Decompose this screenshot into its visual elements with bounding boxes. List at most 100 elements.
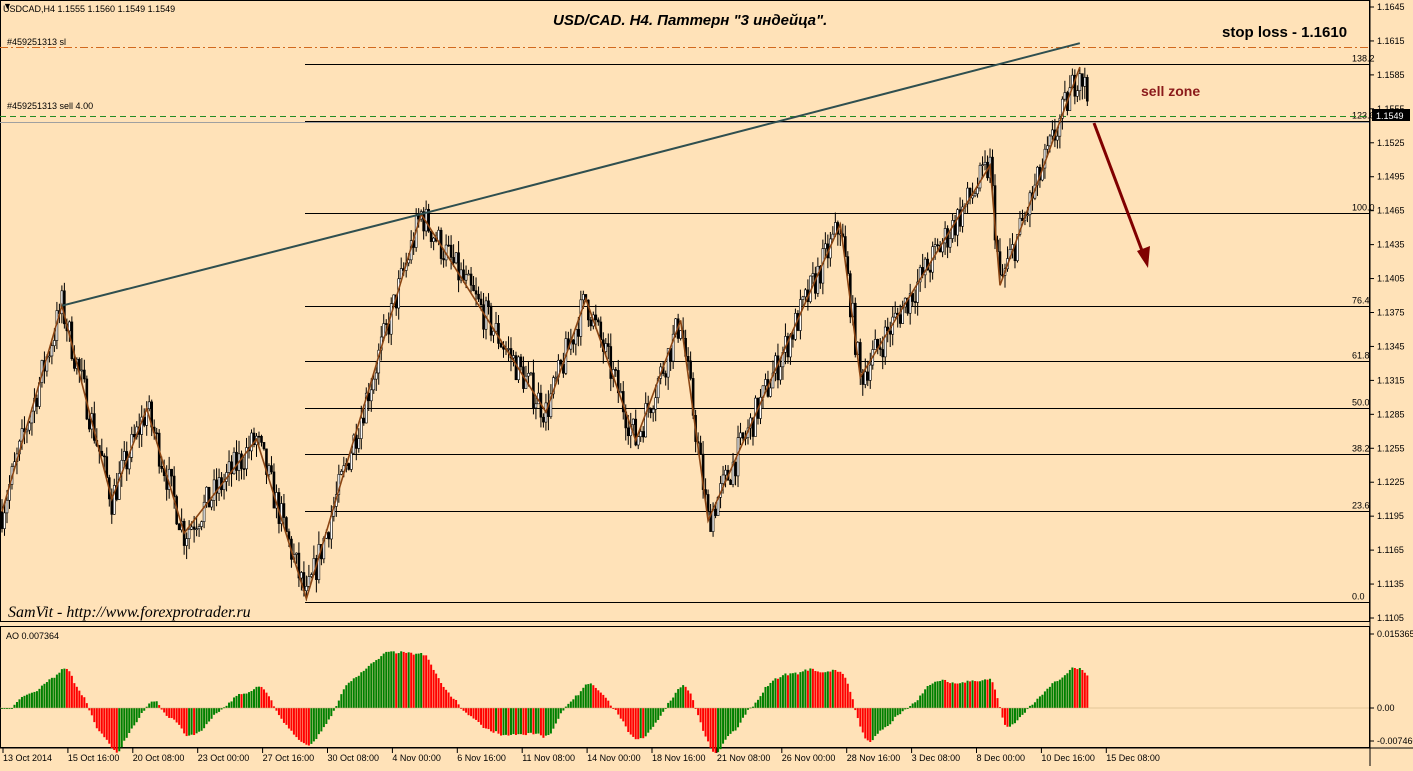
ao-bar: [856, 708, 859, 719]
ao-bar: [502, 708, 505, 736]
candle-body: [429, 230, 433, 242]
ao-bar: [400, 651, 403, 708]
ao-bar: [954, 683, 957, 708]
candle-body: [769, 387, 772, 397]
ao-bar: [332, 708, 335, 711]
time-tick-label: 28 Nov 16:00: [847, 753, 901, 763]
ao-bar: [8, 708, 11, 709]
ao-bar: [539, 708, 542, 736]
ao-bar: [233, 697, 236, 708]
ao-bar: [559, 708, 562, 714]
ao-bar: [821, 672, 824, 708]
ao-bar: [659, 708, 662, 716]
ao-bar: [607, 700, 610, 708]
ao-bar: [991, 682, 994, 708]
ao-bar: [1038, 696, 1041, 708]
ao-bar: [415, 653, 418, 708]
candle-body: [671, 333, 675, 362]
ao-bar: [619, 708, 622, 719]
ao-bar: [340, 694, 343, 708]
ao-bar: [38, 688, 41, 708]
ao-bar: [672, 697, 675, 708]
ao-bar: [841, 673, 844, 708]
sell-zone-label: sell zone: [1141, 83, 1200, 99]
ao-bar: [228, 702, 231, 708]
price-tick-label: 1.1315: [1377, 375, 1405, 385]
candle-body: [649, 408, 653, 414]
candle-body: [53, 340, 56, 347]
ao-bar: [846, 683, 849, 708]
trendline[interactable]: [61, 42, 1081, 307]
candle-body: [577, 329, 580, 337]
ao-bar: [1028, 705, 1031, 708]
ao-bar: [759, 696, 762, 708]
fib-level-label: 38.2: [1352, 444, 1370, 454]
ao-bar: [360, 672, 363, 708]
ao-bar: [929, 684, 932, 708]
candle-body: [235, 451, 238, 471]
candle-body: [310, 574, 313, 577]
ao-bar: [40, 685, 43, 708]
time-tick-label: 15 Oct 16:00: [68, 753, 120, 763]
candle-body: [212, 479, 216, 501]
ao-bar: [460, 707, 463, 709]
candle-body: [958, 209, 962, 227]
ao-bar: [135, 708, 138, 723]
ao-bar: [213, 708, 216, 715]
ao-bar: [886, 708, 889, 727]
ao-bar: [742, 708, 745, 718]
ao-bar: [524, 708, 527, 736]
ao-bar: [504, 708, 507, 735]
ao-bar: [532, 708, 535, 735]
ao-bar: [869, 708, 872, 743]
ao-bar: [275, 708, 278, 711]
ao-bar: [904, 708, 907, 710]
ao-bar: [776, 678, 779, 708]
ao-bar: [18, 699, 21, 708]
candle-body: [474, 290, 478, 295]
ao-bar: [622, 708, 625, 722]
ao-bar: [604, 697, 607, 708]
ao-bar: [549, 708, 552, 734]
ao-bar: [629, 708, 632, 735]
ao-bar: [200, 708, 203, 731]
fib-level-label: 50.0: [1352, 398, 1370, 408]
ao-bar: [108, 708, 111, 744]
ao-bar: [657, 708, 660, 720]
ao-bar: [669, 700, 672, 708]
candle-body: [918, 267, 922, 283]
ao-bar: [430, 664, 433, 708]
ao-bar: [420, 653, 423, 708]
candle-body: [597, 319, 600, 323]
ao-bar: [692, 700, 695, 708]
price-tick-label: 1.1225: [1377, 477, 1405, 487]
ao-bar: [941, 679, 944, 708]
ao-bar: [964, 682, 967, 708]
candle-body: [554, 376, 558, 379]
price-tick-label: 1.1525: [1377, 138, 1405, 148]
ao-bar: [15, 702, 18, 708]
ao-bar: [390, 651, 393, 708]
candle-body: [976, 187, 979, 195]
ao-bar: [1041, 694, 1044, 708]
ao-bar: [70, 675, 73, 708]
ao-bar: [1018, 708, 1021, 718]
ao-bar: [804, 669, 807, 708]
ao-bar: [644, 708, 647, 737]
ao-bar: [579, 691, 582, 708]
ao-bar: [257, 686, 260, 708]
ao-bar: [652, 708, 655, 727]
ao-bar: [325, 708, 328, 724]
ao-bar: [1068, 669, 1071, 708]
ao-bar: [632, 708, 635, 737]
candle-body: [706, 494, 710, 512]
candle-body: [102, 455, 106, 458]
candle-body: [512, 355, 515, 359]
ao-bar: [1008, 708, 1011, 727]
ao-bar: [614, 708, 617, 710]
ao-bar: [919, 695, 922, 708]
candle-body: [819, 265, 822, 284]
candle-body: [252, 432, 256, 446]
